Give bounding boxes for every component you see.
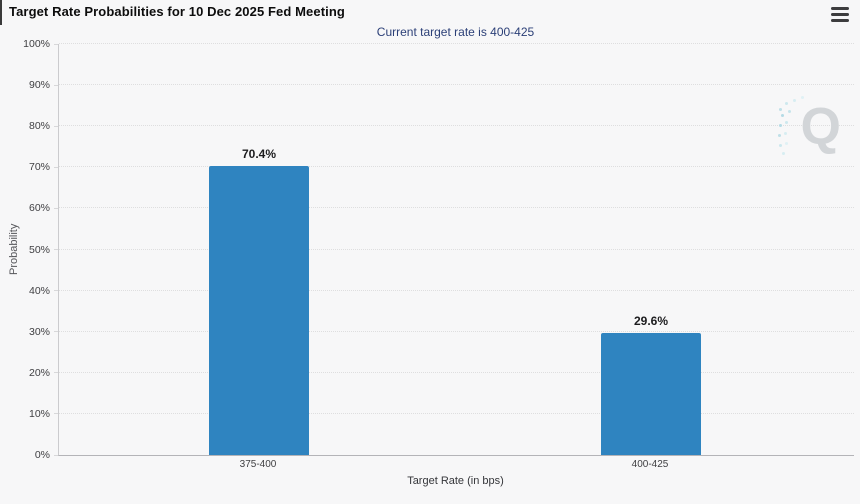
y-tick-label: 80% [28,120,50,133]
y-tick-label: 0% [34,449,50,461]
screen-edge-artifact [0,0,2,25]
gridline [59,166,854,168]
gridline [59,207,854,209]
y-tick-mark [54,372,58,374]
probability-bar-400-425[interactable] [601,333,701,455]
gridline [59,330,854,332]
y-tick-label: 90% [28,79,50,92]
y-tick-label: 30% [28,325,50,338]
watermark: Q [777,100,841,160]
gridline [59,289,854,291]
y-tick-label: 50% [28,243,50,256]
hamburger-bar [831,13,849,16]
y-tick-mark [54,166,58,168]
y-axis-labels: 0% 10% 20% 30% 40% 50% 60% 70% 80% 90% 100% [0,38,58,461]
y-tick-mark [54,331,58,333]
y-tick-mark [54,43,58,45]
y-tick-mark [54,413,58,415]
y-tick-label: 70% [28,161,50,174]
x-tick-label-375-400: 375-400 [239,459,277,470]
plot-area: Q 70.4% 29.6% [58,43,854,456]
gridline [59,84,854,86]
x-tick-label-400-425: 400-425 [631,459,669,470]
bar-value-label: 70.4% [241,146,277,161]
bar-group-400-425: 29.6% [601,44,701,455]
quikstrike-q-icon: Q [800,98,841,156]
gridline [59,43,854,44]
y-tick-mark [54,249,58,250]
bar-value-label: 29.6% [633,314,669,329]
gridline [59,412,854,414]
gridline [59,248,854,250]
gridline [59,371,854,373]
y-tick-label: 40% [28,284,50,297]
hamburger-bar [831,7,849,10]
y-tick-label: 10% [28,407,50,420]
y-tick-mark [54,125,58,127]
probability-bar-375-400[interactable] [209,165,309,455]
y-tick-label: 20% [28,366,50,379]
x-axis-title: Target Rate (in bps) [407,475,504,487]
y-tick-mark [54,454,58,456]
y-tick-mark [54,84,58,86]
watermark-dots-icon [779,108,782,111]
y-tick-mark [54,290,58,292]
hamburger-menu-icon[interactable] [831,6,849,23]
chart-title: Target Rate Probabilities for 10 Dec 202… [9,4,345,19]
bar-group-375-400: 70.4% [209,44,309,455]
y-tick-mark [54,207,58,209]
chart-subtitle: Current target rate is 400-425 [376,25,535,39]
y-tick-label: 100% [23,38,50,50]
gridline [59,125,854,127]
hamburger-bar [831,19,849,22]
y-tick-label: 60% [28,202,50,215]
